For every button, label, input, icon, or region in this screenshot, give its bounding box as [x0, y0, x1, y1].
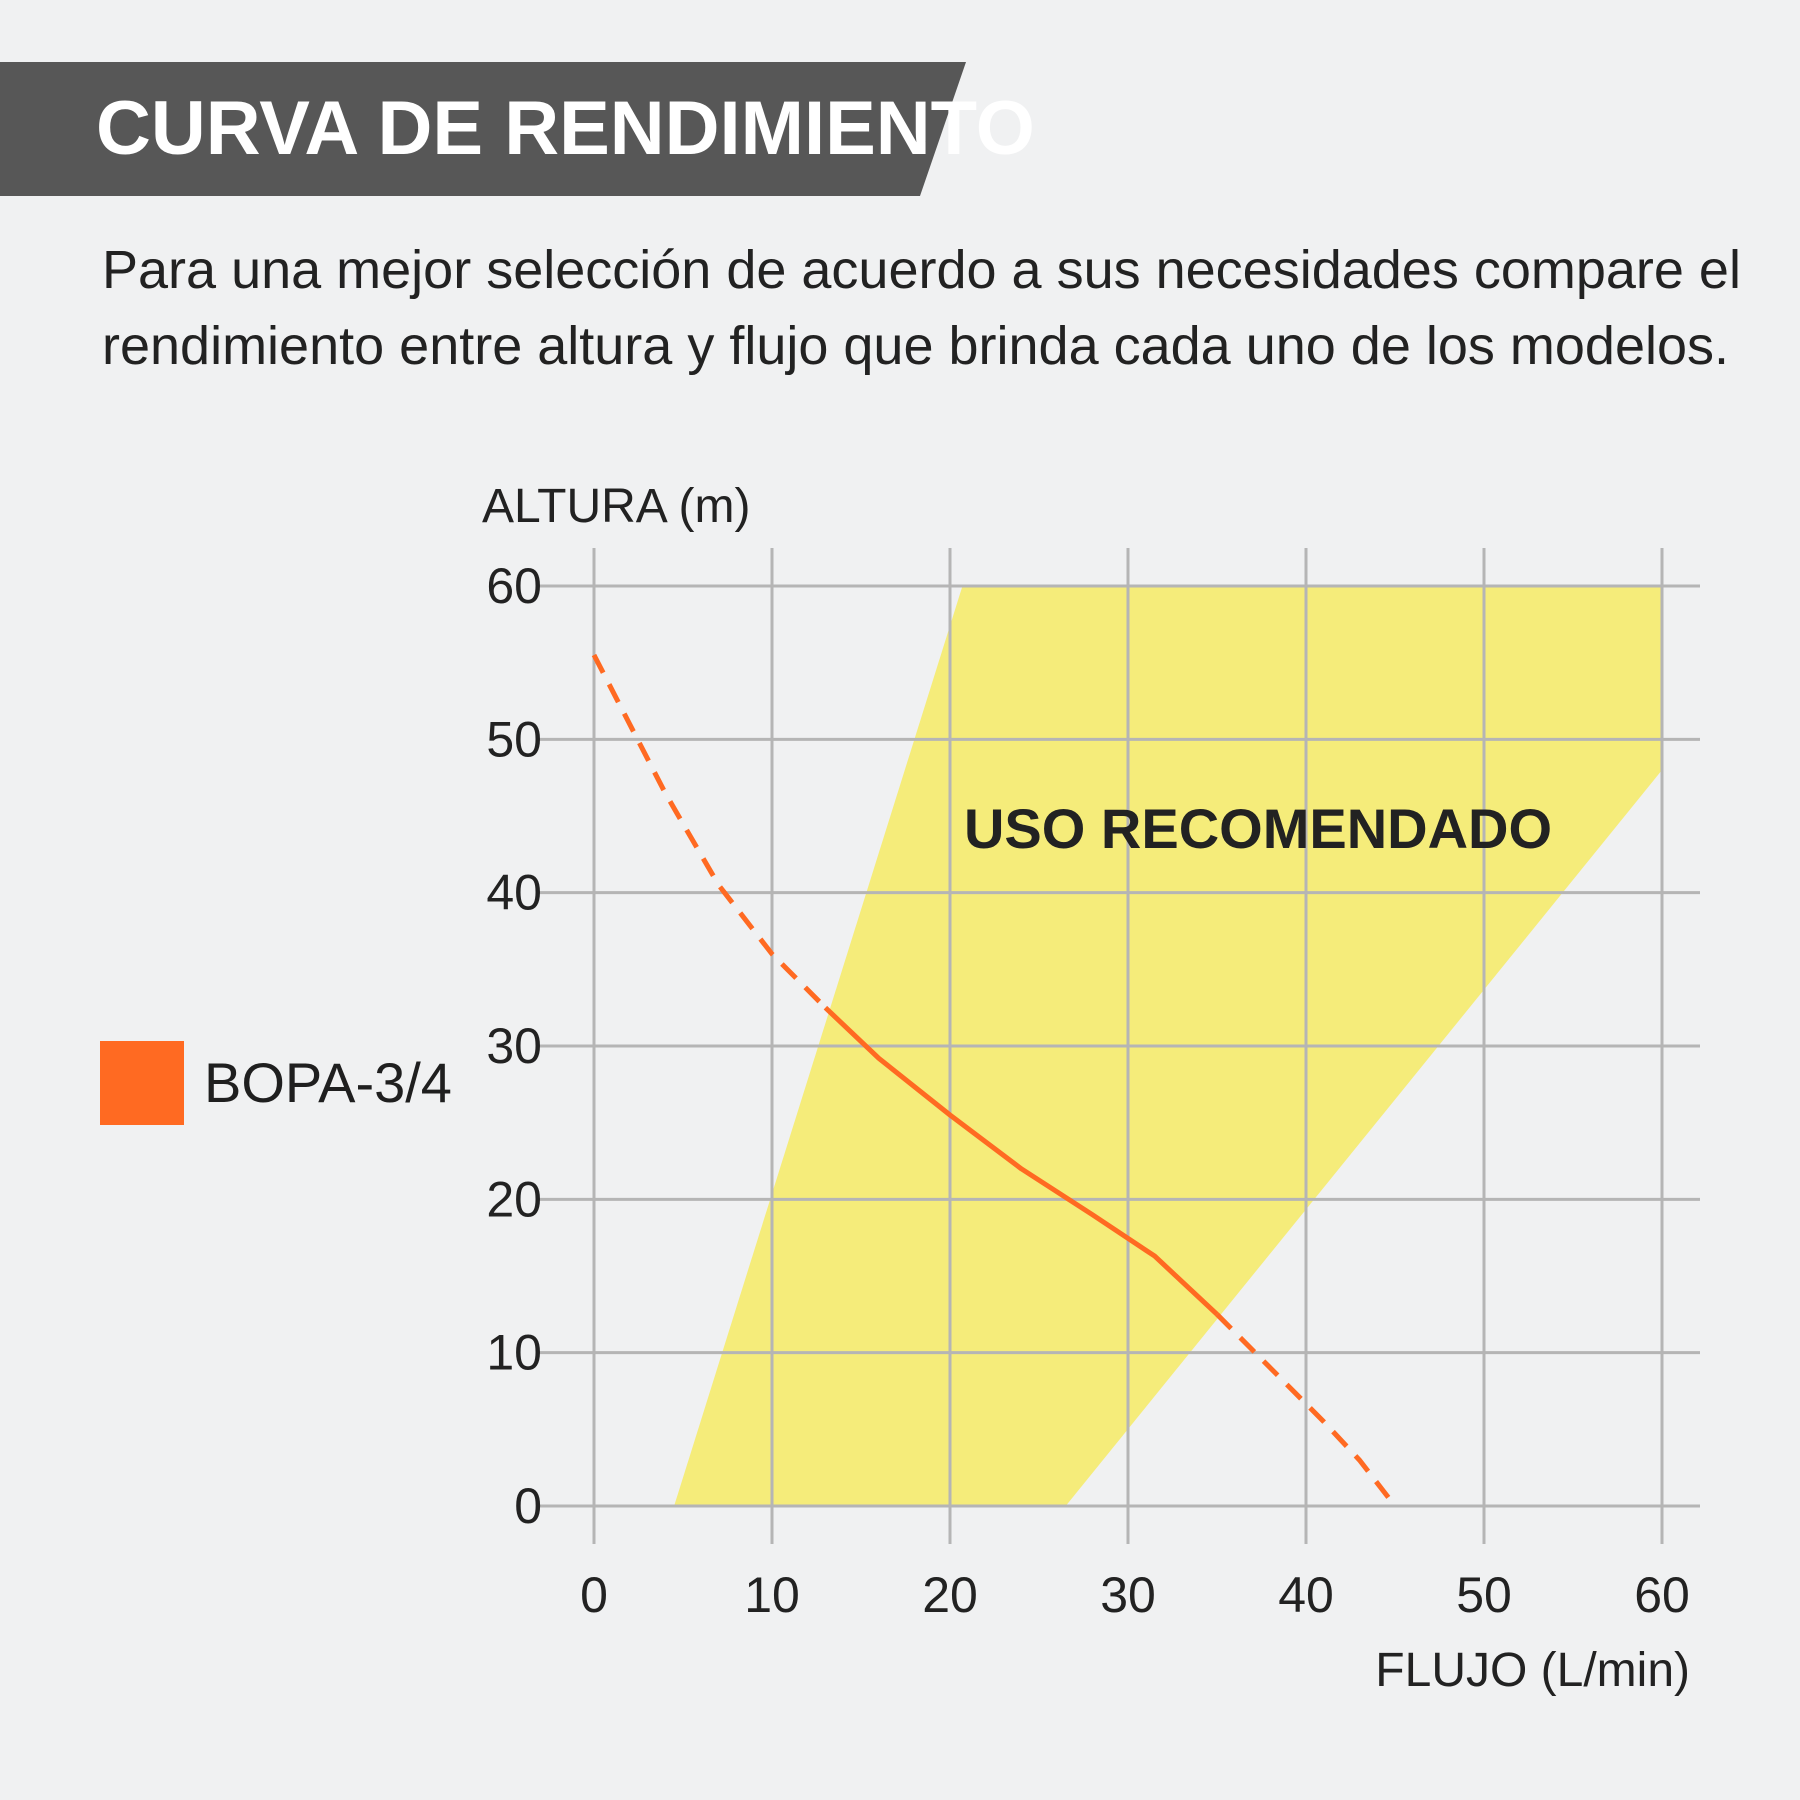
header-band: [0, 62, 966, 196]
legend: BOPA-3/4: [100, 1040, 452, 1125]
y-tick-label: 40: [486, 865, 542, 921]
x-axis-label: FLUJO (L/min): [1375, 1644, 1690, 1697]
x-tick-label: 50: [1456, 1567, 1512, 1623]
series-line-solid: [823, 1005, 1219, 1317]
header-band-shape: [0, 62, 966, 196]
y-tick-label: 20: [486, 1171, 542, 1227]
page-title: CURVA DE RENDIMIENTO: [96, 86, 1035, 171]
x-tick-label: 10: [744, 1567, 800, 1623]
x-tick-label: 30: [1100, 1567, 1156, 1623]
y-tick-label: 0: [514, 1478, 542, 1534]
legend-swatch: [100, 1040, 184, 1125]
y-tick-label: 30: [486, 1018, 542, 1074]
y-tick-label: 60: [486, 558, 542, 614]
x-tick-label: 0: [580, 1567, 608, 1623]
series-line-dashed-start: [591, 653, 828, 1010]
y-axis-label: ALTURA (m): [482, 480, 750, 533]
region-label: USO RECOMENDADO: [964, 797, 1552, 860]
y-tick-label: 50: [486, 711, 542, 767]
intro-text: Para una mejor selección de acuerdo a su…: [102, 240, 1741, 376]
legend-label: BOPA-3/4: [204, 1051, 452, 1114]
series-line-dashed-end: [1215, 1312, 1397, 1508]
x-tick-label: 60: [1634, 1567, 1690, 1623]
x-tick-label: 40: [1278, 1567, 1334, 1623]
x-tick-label: 20: [922, 1567, 978, 1623]
y-tick-label: 10: [486, 1325, 542, 1381]
